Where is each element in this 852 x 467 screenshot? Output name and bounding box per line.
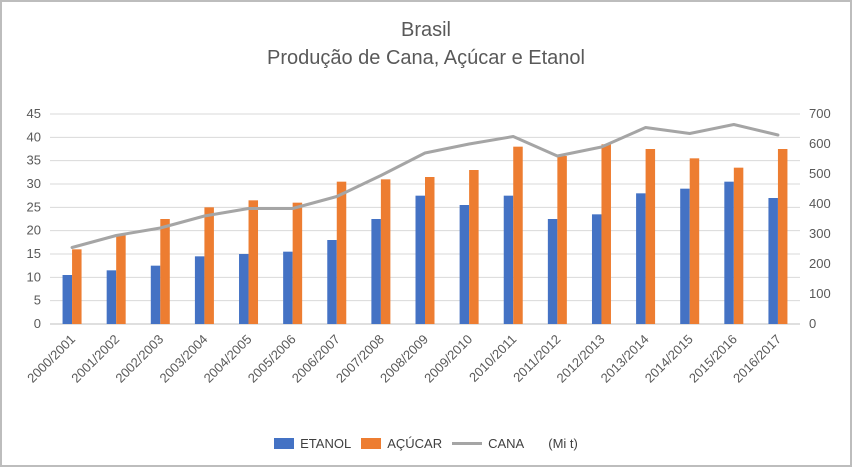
left-axis-tick-label: 30 (27, 176, 41, 191)
cana-line-swatch-icon (452, 442, 483, 445)
right-axis-tick-label: 400 (809, 196, 831, 211)
bar-etanol (503, 195, 514, 324)
left-axis-tick-label: 45 (27, 106, 41, 121)
legend-unit-label: (Mi t) (548, 436, 578, 451)
legend-label-etanol: ETANOL (300, 436, 352, 451)
left-axis-tick-label: 40 (27, 129, 41, 144)
bar-acucar (292, 202, 303, 324)
bar-acucar (248, 200, 259, 324)
bar-etanol (194, 256, 205, 324)
bar-acucar (733, 167, 744, 324)
legend-item-acucar: AÇÚCAR (361, 436, 442, 451)
bar-acucar (645, 149, 656, 324)
bar-etanol (283, 251, 293, 324)
bar-etanol (62, 275, 73, 324)
bar-etanol (415, 195, 425, 324)
right-axis-tick-label: 0 (809, 316, 816, 331)
legend-label-cana: CANA (488, 436, 525, 451)
category-label: 2016/2017 (730, 332, 784, 386)
bar-acucar (72, 249, 82, 324)
bar-acucar (513, 146, 523, 324)
chart-title-line2: Produção de Cana, Açúcar e Etanol (267, 47, 585, 69)
right-axis-tick-label: 100 (809, 286, 831, 301)
chart-title: Brasil Produção de Cana, Açúcar e Etanol (2, 16, 850, 72)
left-axis-tick-label: 0 (34, 316, 41, 331)
bar-acucar (204, 207, 214, 324)
legend-item-etanol: ETANOL (274, 436, 351, 451)
chart-legend: ETANOL AÇÚCAR CANA (Mi t) (2, 436, 850, 451)
bar-acucar (557, 156, 567, 324)
right-axis-tick-label: 200 (809, 256, 831, 271)
left-axis-tick-label: 25 (27, 199, 41, 214)
bar-acucar (777, 149, 788, 324)
bar-etanol (150, 265, 161, 324)
chart-title-line1: Brasil (400, 19, 451, 41)
acucar-swatch-icon (361, 438, 382, 449)
bar-acucar (689, 158, 700, 324)
left-axis-tick-label: 10 (27, 269, 41, 284)
bar-etanol (636, 193, 646, 324)
cana-line (70, 123, 780, 249)
left-axis-tick-label: 5 (34, 293, 41, 308)
etanol-swatch-icon (274, 438, 295, 449)
left-axis-tick-label: 15 (27, 246, 41, 261)
legend-label-acucar: AÇÚCAR (387, 436, 443, 451)
bar-acucar (336, 181, 347, 324)
bar-acucar (116, 235, 126, 324)
bar-etanol (459, 205, 470, 324)
chart-canvas: 0 5 10 15 20 25 30 35 40 45 0 100 200 300 400 500 600 700… (24, 106, 831, 386)
bar-acucar (469, 170, 479, 324)
right-axis-tick-label: 700 (809, 106, 831, 121)
bar-etanol (327, 240, 337, 324)
bar-acucar (380, 179, 391, 324)
bar-etanol (680, 188, 690, 324)
left-axis-tick-label: 35 (27, 153, 41, 168)
left-axis-tick-label: 20 (27, 223, 41, 238)
bar-acucar (601, 144, 611, 324)
legend-item-cana: CANA (452, 436, 524, 451)
right-axis-tick-label: 500 (809, 166, 831, 181)
bar-etanol (106, 270, 117, 324)
bar-acucar (425, 177, 435, 324)
bar-etanol (547, 219, 558, 324)
category-label: 2009/2010 (421, 332, 475, 386)
bar-etanol (591, 214, 602, 324)
bar-etanol (371, 219, 381, 324)
bar-etanol (768, 198, 778, 324)
right-axis-tick-label: 300 (809, 226, 831, 241)
bar-etanol (724, 181, 734, 324)
bar-acucar (160, 219, 170, 324)
right-axis-tick-label: 600 (809, 136, 831, 151)
bar-etanol (239, 254, 249, 324)
